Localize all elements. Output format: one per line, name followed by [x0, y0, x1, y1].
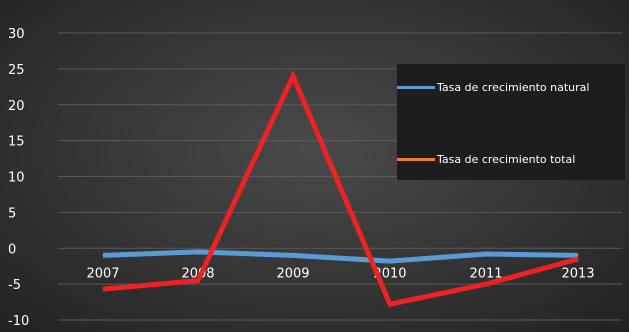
data-point — [577, 258, 579, 260]
y-tick-label: -5 — [8, 278, 21, 293]
data-point — [485, 283, 487, 285]
y-tick-label: -10 — [8, 314, 29, 329]
y-tick-label: 25 — [8, 63, 25, 78]
data-point — [292, 254, 294, 256]
x-tick-label: 2010 — [373, 266, 406, 281]
data-point — [197, 251, 199, 253]
series-line-1 — [102, 69, 579, 308]
data-point — [577, 254, 579, 256]
y-tick-label: 10 — [8, 171, 25, 186]
x-tick-label: 2007 — [86, 266, 119, 281]
data-point — [102, 254, 104, 256]
data-point — [197, 280, 199, 282]
legend-entry-natural: Tasa de crecimiento natural — [397, 81, 589, 94]
data-point — [485, 253, 487, 255]
x-tick-label: 2008 — [181, 266, 214, 281]
x-tick-label: 2009 — [276, 266, 309, 281]
legend-swatch-natural — [397, 86, 435, 89]
x-tick-label: 2011 — [469, 266, 502, 281]
legend-label-natural: Tasa de crecimiento natural — [437, 81, 590, 94]
x-tick-label: 2013 — [561, 266, 594, 281]
data-point — [102, 288, 104, 290]
legend-swatch-total — [397, 158, 435, 161]
legend-label-total: Tasa de crecimiento total — [437, 153, 576, 166]
series-line-0 — [102, 249, 579, 264]
data-point — [389, 303, 391, 305]
y-tick-label: 5 — [8, 206, 16, 221]
data-point — [292, 75, 294, 77]
data-point — [389, 260, 391, 262]
legend-entry-total: Tasa de crecimiento total — [397, 153, 575, 166]
y-tick-label: 30 — [8, 27, 25, 42]
y-tick-label: 15 — [8, 135, 25, 150]
y-tick-label: 20 — [8, 99, 25, 114]
y-tick-label: 0 — [8, 242, 16, 257]
legend: Tasa de crecimiento natural Tasa de crec… — [397, 64, 625, 180]
